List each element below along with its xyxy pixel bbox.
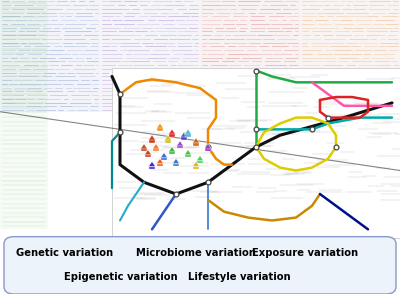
Polygon shape (184, 150, 192, 155)
FancyBboxPatch shape (200, 0, 300, 112)
FancyBboxPatch shape (169, 134, 175, 137)
FancyBboxPatch shape (205, 149, 211, 151)
FancyBboxPatch shape (197, 161, 203, 163)
FancyBboxPatch shape (4, 237, 396, 294)
FancyBboxPatch shape (161, 158, 167, 160)
FancyBboxPatch shape (0, 0, 100, 112)
FancyBboxPatch shape (112, 68, 400, 238)
FancyBboxPatch shape (0, 0, 48, 229)
FancyBboxPatch shape (100, 0, 200, 112)
FancyBboxPatch shape (181, 137, 187, 140)
FancyBboxPatch shape (149, 140, 155, 143)
Text: Epigenetic variation: Epigenetic variation (64, 272, 178, 282)
Polygon shape (156, 123, 164, 128)
FancyBboxPatch shape (173, 164, 179, 166)
FancyBboxPatch shape (185, 155, 191, 157)
FancyBboxPatch shape (165, 140, 171, 143)
FancyBboxPatch shape (141, 149, 147, 151)
FancyBboxPatch shape (157, 128, 163, 131)
Polygon shape (176, 141, 184, 146)
FancyBboxPatch shape (169, 152, 175, 154)
Polygon shape (168, 147, 176, 152)
Text: Exposure variation: Exposure variation (252, 248, 358, 258)
FancyBboxPatch shape (153, 149, 159, 151)
FancyBboxPatch shape (157, 164, 163, 166)
Polygon shape (164, 135, 172, 140)
Polygon shape (156, 158, 164, 164)
Polygon shape (152, 144, 160, 149)
Text: Microbiome variation: Microbiome variation (136, 248, 256, 258)
Polygon shape (172, 158, 180, 164)
Polygon shape (140, 144, 148, 149)
Polygon shape (196, 156, 204, 161)
Polygon shape (160, 153, 168, 158)
Polygon shape (144, 150, 152, 155)
Polygon shape (192, 138, 200, 143)
Polygon shape (148, 135, 156, 140)
Polygon shape (148, 161, 156, 167)
Polygon shape (184, 129, 192, 134)
Polygon shape (168, 129, 176, 134)
FancyBboxPatch shape (185, 134, 191, 137)
FancyBboxPatch shape (300, 0, 400, 112)
Polygon shape (192, 161, 200, 167)
FancyBboxPatch shape (177, 146, 183, 148)
FancyBboxPatch shape (193, 167, 199, 169)
Polygon shape (180, 132, 188, 137)
FancyBboxPatch shape (193, 143, 199, 146)
Text: Genetic variation: Genetic variation (16, 248, 113, 258)
Text: Lifestyle variation: Lifestyle variation (188, 272, 291, 282)
FancyBboxPatch shape (145, 155, 151, 157)
Polygon shape (204, 144, 212, 149)
FancyBboxPatch shape (149, 167, 155, 169)
